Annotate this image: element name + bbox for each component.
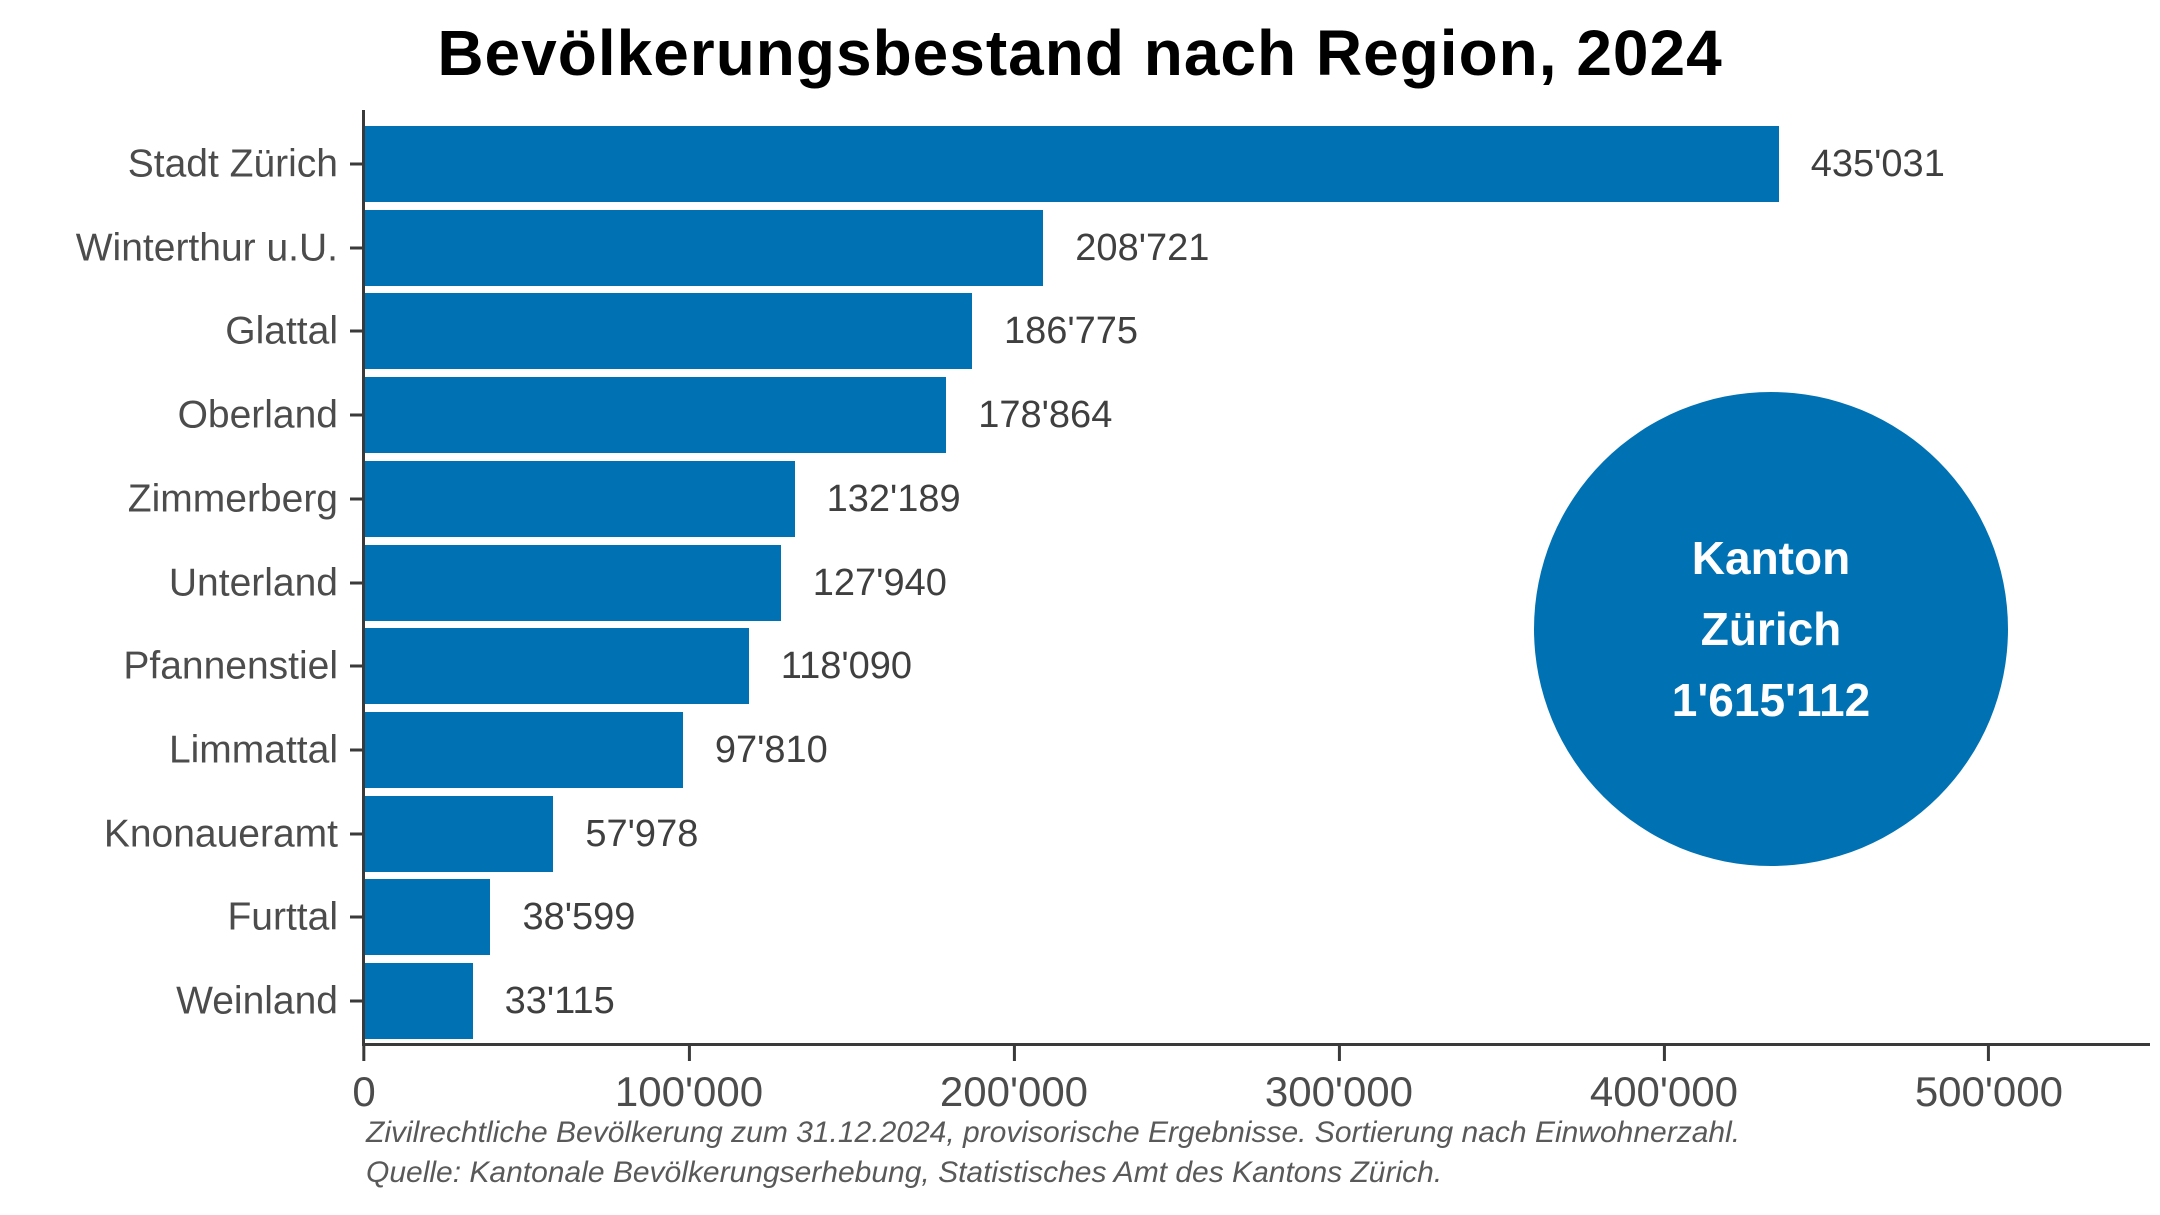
x-tick: 100'000 [615, 1046, 763, 1113]
category-label: Stadt Zürich [127, 142, 338, 186]
bar-row: Weinland 33'115 [176, 959, 2155, 1043]
y-tick-mark [350, 581, 365, 585]
x-axis-line [362, 1043, 2150, 1046]
badge-line-canton: Zürich [1700, 602, 1842, 655]
value-label: 33'115 [504, 980, 615, 1023]
x-axis: 0 100'000 200'000 300'000 400'000 500'00… [352, 1046, 2154, 1136]
bar [365, 377, 947, 454]
category-label: Knonaueramt [103, 812, 338, 856]
bar-row: Pfannenstiel 118'090 [123, 624, 2155, 708]
x-tick: 300'000 [1265, 1046, 1413, 1113]
value-label: 38'599 [522, 896, 636, 939]
value-label: 132'189 [826, 477, 961, 520]
bar [365, 712, 683, 788]
category-label: Winterthur u.U. [75, 226, 338, 270]
y-tick-mark [350, 246, 365, 250]
y-tick-mark [350, 413, 365, 417]
x-tick: 400'000 [1590, 1046, 1738, 1113]
y-tick-mark [350, 832, 365, 836]
bar [365, 209, 1044, 286]
bar [365, 460, 795, 537]
category-label: Oberland [177, 393, 338, 437]
category-label: Glattal [225, 309, 338, 353]
x-tick-label: 100'000 [614, 1068, 764, 1115]
value-label: 57'978 [585, 812, 699, 855]
category-label: Unterland [168, 561, 338, 605]
bar-row: Knonaueramt 57'978 [104, 792, 2155, 876]
badge-line-total: 1'615'112 [1671, 673, 1871, 726]
x-tick-mark [1337, 1046, 1341, 1061]
bar-row: Winterthur u.U. 208'721 [76, 206, 2155, 290]
value-label: 186'775 [1003, 310, 1139, 353]
bar [365, 795, 554, 872]
x-tick-label: 500'000 [1914, 1068, 2063, 1115]
bar-row: Furttal 38'599 [227, 876, 2155, 960]
y-tick-mark [350, 497, 365, 501]
footnotes: Zivilrechtliche Bevölkerung zum 31.12.20… [366, 1113, 1740, 1193]
x-tick-mark [687, 1046, 691, 1061]
y-tick-mark [350, 999, 365, 1003]
bar [365, 125, 1779, 202]
category-label: Furttal [227, 895, 338, 939]
value-label: 208'721 [1075, 226, 1210, 269]
category-label: Limmattal [168, 728, 338, 772]
y-axis-line [362, 110, 365, 1043]
x-tick-mark [362, 1046, 366, 1061]
x-tick-label: 300'000 [1264, 1068, 1414, 1115]
x-tick-label: 0 [352, 1068, 376, 1115]
value-label: 118'090 [780, 645, 913, 688]
bar-row: Stadt Zürich 435'031 [128, 122, 2155, 206]
bar-row: Unterland 127'940 [169, 541, 2155, 625]
x-tick-mark [1987, 1046, 1991, 1061]
bar-row: Glattal 186'775 [225, 289, 2155, 373]
x-tick-mark [1012, 1046, 1016, 1061]
footnote-line: Quelle: Kantonale Bevölkerungserhebung, … [366, 1156, 1443, 1189]
footnote-line: Zivilrechtliche Bevölkerung zum 31.12.20… [366, 1116, 1741, 1149]
x-tick-label: 200'000 [939, 1068, 1089, 1115]
y-tick-mark [350, 329, 365, 333]
y-tick-mark [350, 162, 365, 166]
bar [365, 293, 972, 370]
x-tick: 0 [352, 1046, 376, 1115]
x-tick-label: 400'000 [1589, 1068, 1739, 1115]
bar [365, 879, 491, 956]
x-tick-mark [1662, 1046, 1666, 1061]
badge-line-region: Kanton [1691, 531, 1851, 584]
category-label: Pfannenstiel [123, 644, 338, 688]
kanton-total-badge: Kanton Zürich 1'615'112 [1534, 392, 2008, 866]
bar-row: Zimmerberg 132'189 [128, 457, 2155, 541]
bar [365, 628, 749, 705]
bar-row: Oberland 178'864 [178, 373, 2155, 457]
plot-area: Stadt Zürich 435'031 Winterthur u.U. 208… [76, 122, 2155, 1043]
value-label: 127'940 [812, 561, 947, 604]
category-label: Zimmerberg [127, 477, 338, 521]
category-label: Weinland [176, 979, 338, 1023]
value-label: 97'810 [714, 729, 828, 771]
bar [365, 544, 781, 621]
x-tick: 200'000 [940, 1046, 1088, 1113]
bar [365, 963, 473, 1040]
y-tick-mark [350, 664, 365, 668]
value-label: 178'864 [978, 394, 1113, 437]
y-tick-mark [350, 748, 365, 752]
value-label: 435'031 [1810, 142, 1945, 185]
chart-title: Bevölkerungsbestand nach Region, 2024 [437, 17, 1723, 89]
x-tick: 500'000 [1915, 1046, 2063, 1113]
y-tick-mark [350, 915, 365, 919]
bar-row: Limmattal 97'810 [169, 708, 2155, 792]
